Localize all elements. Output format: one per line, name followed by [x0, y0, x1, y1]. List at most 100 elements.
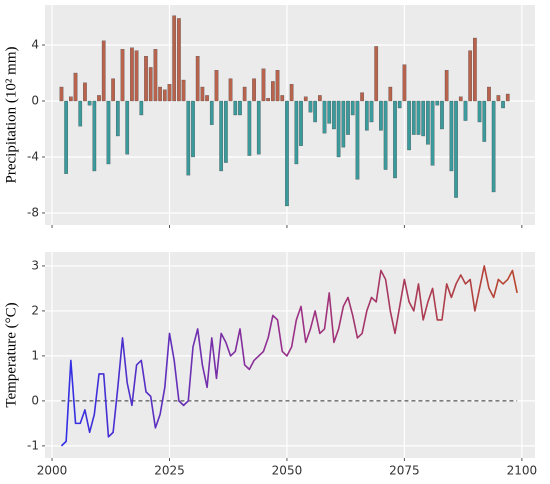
y-tick-label: 1	[31, 348, 39, 362]
bar	[92, 100, 97, 172]
y-axis-label: Precipitation (10² mm)	[3, 47, 19, 184]
bar	[219, 100, 224, 172]
bar	[327, 100, 332, 124]
bar	[242, 86, 247, 102]
bar	[83, 82, 87, 102]
bar	[101, 40, 106, 102]
bar	[205, 95, 209, 102]
bar	[238, 100, 242, 116]
bar	[111, 78, 115, 102]
bar	[228, 78, 233, 102]
bar	[336, 100, 341, 158]
bar	[346, 100, 350, 135]
bar	[355, 100, 360, 180]
bar	[322, 100, 327, 134]
bar	[153, 49, 158, 102]
bar	[426, 100, 430, 145]
bar	[252, 78, 256, 102]
bar	[454, 100, 458, 198]
y-tick-label: -8	[27, 205, 39, 219]
bar	[332, 100, 336, 130]
bar	[68, 96, 73, 102]
bar	[379, 100, 383, 131]
bar	[285, 100, 289, 207]
y-tick-label: 2	[31, 303, 39, 317]
bar	[97, 95, 101, 102]
bar	[162, 89, 167, 102]
bar	[158, 86, 162, 102]
bar	[106, 100, 111, 165]
bar	[383, 100, 388, 170]
temperature-line	[60, 265, 518, 447]
bar	[87, 100, 92, 106]
bar	[463, 100, 468, 121]
bar	[247, 100, 252, 156]
bar	[477, 100, 482, 123]
bar	[360, 92, 364, 102]
bar	[200, 86, 205, 102]
bar	[440, 100, 444, 130]
y-tick-label: 0	[31, 393, 39, 407]
y-tick-label: -4	[27, 149, 39, 163]
bar	[134, 50, 139, 102]
bar	[496, 95, 501, 102]
x-tick-label: 2050	[272, 464, 303, 478]
bar	[482, 100, 487, 142]
bar	[148, 67, 153, 102]
bar	[374, 46, 379, 102]
x-tick-label: 2000	[37, 464, 68, 478]
bar	[209, 100, 214, 125]
bar	[130, 47, 134, 102]
bar	[294, 100, 299, 165]
bar	[388, 86, 393, 102]
bar	[224, 100, 228, 163]
bar	[505, 93, 510, 102]
bar	[369, 100, 374, 123]
bar	[421, 100, 426, 137]
bar	[120, 49, 125, 102]
bar	[444, 70, 449, 102]
bar	[501, 100, 505, 109]
bar	[289, 84, 294, 102]
bar	[350, 100, 355, 116]
bar	[430, 100, 435, 166]
x-tick-label: 2025	[154, 464, 185, 478]
bar	[59, 86, 64, 102]
bar	[364, 100, 369, 131]
bar	[468, 50, 473, 102]
bar	[487, 86, 491, 102]
bar	[449, 100, 454, 172]
bar	[275, 70, 280, 102]
bar	[64, 100, 68, 174]
bar	[125, 100, 130, 155]
bar	[435, 100, 440, 106]
bar	[308, 100, 313, 113]
bar	[313, 100, 317, 123]
bar	[402, 64, 407, 102]
bar	[271, 81, 275, 102]
bar	[172, 15, 177, 102]
bar	[416, 100, 421, 135]
x-tick-label: 2075	[389, 464, 420, 478]
bar	[191, 100, 195, 158]
bar	[491, 100, 496, 193]
bar	[233, 100, 238, 116]
bar	[261, 68, 266, 102]
bar	[341, 100, 346, 148]
bar	[411, 100, 416, 135]
bar	[167, 84, 172, 102]
bar	[195, 56, 200, 102]
bar	[139, 100, 144, 116]
bar	[186, 100, 191, 176]
y-tick-label: 3	[31, 258, 39, 272]
y-axis-label: Temperature (°C)	[3, 302, 19, 407]
bar	[303, 96, 308, 102]
y-tick-label: 4	[31, 38, 39, 52]
bar	[397, 100, 402, 109]
bar	[299, 100, 303, 146]
bar	[214, 70, 219, 102]
bar	[458, 96, 463, 102]
bar	[256, 100, 261, 155]
y-tick-label: 0	[31, 94, 39, 108]
